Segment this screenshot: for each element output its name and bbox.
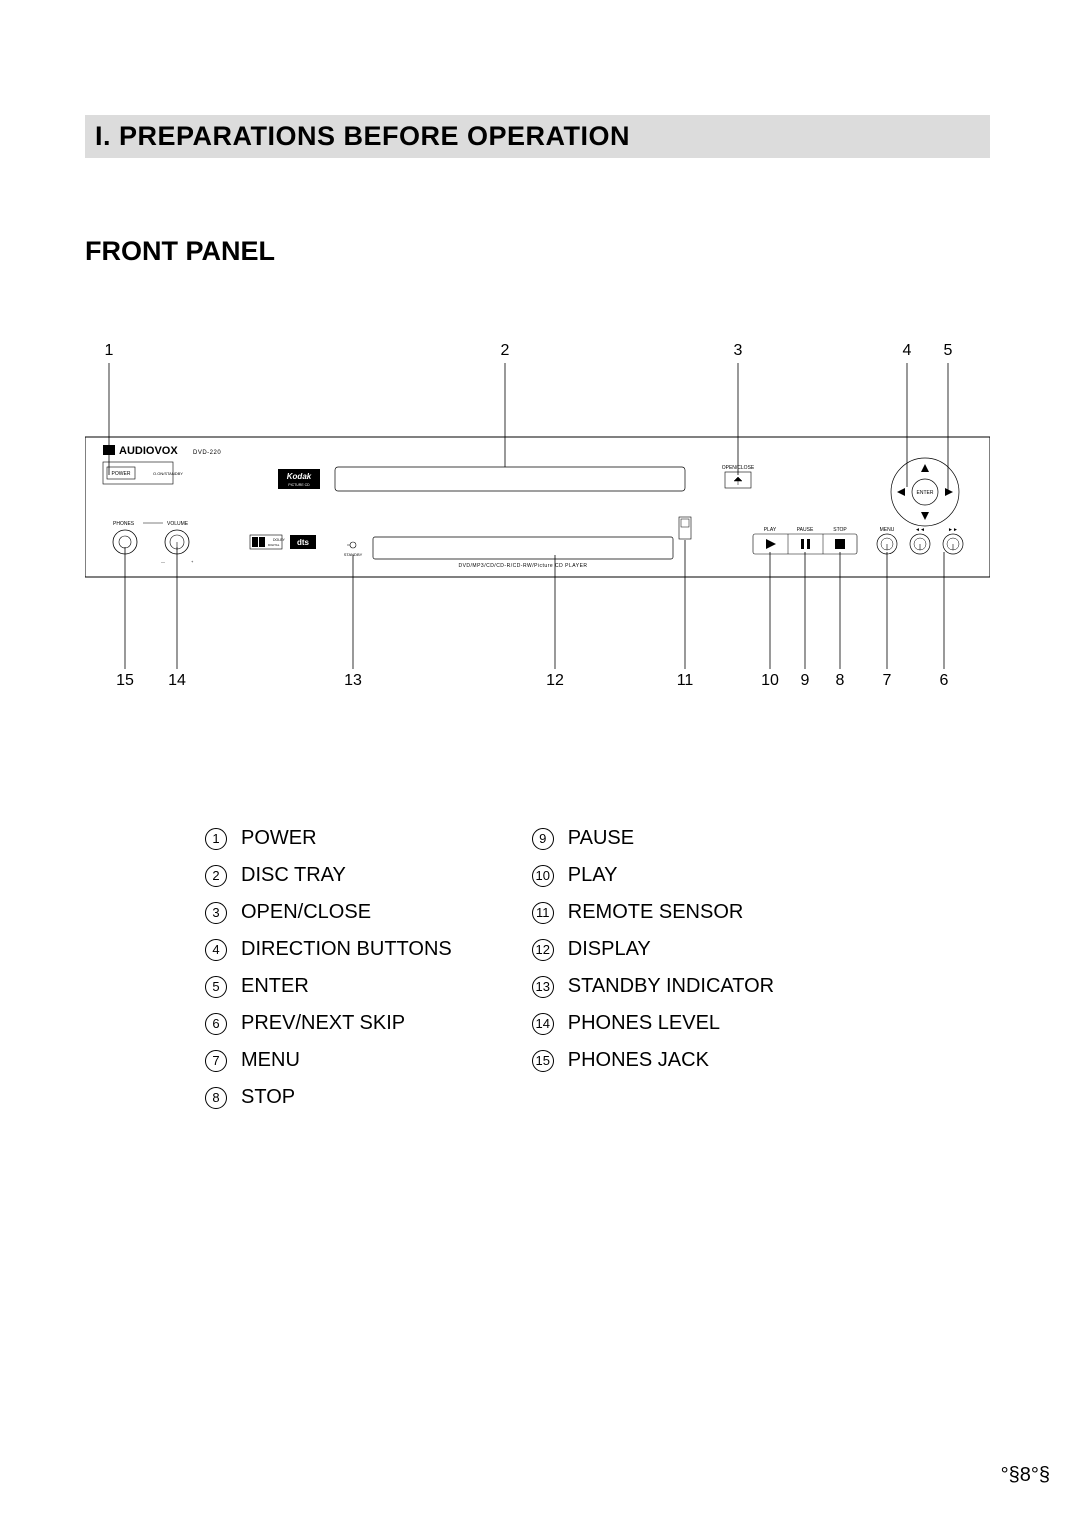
legend-item: 13 STANDBY INDICATOR (532, 975, 774, 998)
svg-text:DIGITAL: DIGITAL (268, 543, 280, 547)
svg-text:dts: dts (297, 538, 310, 547)
legend-column-right: 9 PAUSE 10 PLAY 11 REMOTE SENSOR 12 DISPLAY 13 ST… (532, 827, 774, 1109)
legend-item: 14 PHONES LEVEL (532, 1012, 774, 1035)
svg-text:2: 2 (501, 342, 510, 359)
legend-label: POWER (241, 827, 317, 850)
legend-item: 5 ENTER (205, 975, 452, 998)
legend-label: PLAY (568, 864, 618, 887)
legend-label: REMOTE SENSOR (568, 901, 744, 924)
legend-item: 7 MENU (205, 1049, 452, 1072)
page-number: °§8°§ (1001, 1464, 1050, 1487)
legend-label: DISC TRAY (241, 864, 346, 887)
legend-item: 1 POWER (205, 827, 452, 850)
svg-text:◄◄: ◄◄ (915, 527, 925, 533)
legend-item: 10 PLAY (532, 864, 774, 887)
svg-text:STANDBY: STANDBY (344, 552, 363, 557)
svg-text:3: 3 (734, 342, 743, 359)
svg-text:MENU: MENU (880, 527, 895, 533)
legend-number: 6 (205, 1013, 227, 1035)
svg-text:O.ON/STANDBY: O.ON/STANDBY (153, 471, 183, 476)
legend-item: 4 DIRECTION BUTTONS (205, 938, 452, 961)
legend-label: MENU (241, 1049, 300, 1072)
svg-text:POWER: POWER (112, 471, 131, 477)
svg-text:PAUSE: PAUSE (797, 527, 814, 533)
legend-item: 3 OPEN/CLOSE (205, 901, 452, 924)
legend-number: 13 (532, 976, 554, 998)
legend-number: 10 (532, 865, 554, 887)
legend-number: 8 (205, 1087, 227, 1109)
legend-item: 11 REMOTE SENSOR (532, 901, 774, 924)
subtitle: FRONT PANEL (85, 236, 990, 267)
svg-text:AUDIOVOX: AUDIOVOX (119, 445, 178, 457)
svg-text:STOP: STOP (833, 527, 847, 533)
svg-text:DVD/MP3/CD/CD-R/CD-RW/Picture: DVD/MP3/CD/CD-R/CD-RW/Picture CD PLAYER (458, 563, 587, 569)
legend-item: 15 PHONES JACK (532, 1049, 774, 1072)
legend-label: ENTER (241, 975, 309, 998)
legend-number: 7 (205, 1050, 227, 1072)
svg-text:11: 11 (677, 672, 694, 689)
legend-number: 9 (532, 828, 554, 850)
svg-text:13: 13 (344, 672, 362, 689)
legend-number: 12 (532, 939, 554, 961)
svg-text:PICTURE CD: PICTURE CD (288, 483, 310, 487)
svg-text:DOLBY: DOLBY (273, 538, 286, 542)
svg-text:PHONES: PHONES (113, 521, 135, 527)
svg-text:►►: ►► (948, 527, 958, 533)
svg-text:ENTER: ENTER (917, 490, 934, 496)
svg-text:PLAY: PLAY (764, 527, 777, 533)
legend-label: OPEN/CLOSE (241, 901, 371, 924)
legend-number: 2 (205, 865, 227, 887)
svg-text:15: 15 (116, 672, 134, 689)
svg-text:12: 12 (546, 672, 564, 689)
svg-text:DVD-220: DVD-220 (193, 450, 221, 456)
svg-text:—: — (161, 559, 165, 564)
svg-text:VOLUME: VOLUME (167, 521, 189, 527)
svg-text:6: 6 (940, 672, 949, 689)
svg-text:1: 1 (105, 342, 114, 359)
svg-text:14: 14 (168, 672, 186, 689)
legend-label: DISPLAY (568, 938, 651, 961)
legend-item: 2 DISC TRAY (205, 864, 452, 887)
svg-text:4: 4 (903, 342, 912, 359)
legend-label: PHONES LEVEL (568, 1012, 720, 1035)
front-panel-diagram: 123451514131211109876AUDIOVOXDVD-220POWE… (85, 337, 990, 697)
svg-text:7: 7 (883, 672, 892, 689)
legend-item: 9 PAUSE (532, 827, 774, 850)
svg-text:8: 8 (836, 672, 845, 689)
legend-number: 14 (532, 1013, 554, 1035)
legend-column-left: 1 POWER 2 DISC TRAY 3 OPEN/CLOSE 4 DIRECTION BU… (205, 827, 452, 1109)
legend-label: PREV/NEXT SKIP (241, 1012, 405, 1035)
svg-text:9: 9 (801, 672, 810, 689)
legend-number: 15 (532, 1050, 554, 1072)
legend-item: 12 DISPLAY (532, 938, 774, 961)
section-title: I. PREPARATIONS BEFORE OPERATION (85, 115, 990, 158)
legend-label: DIRECTION BUTTONS (241, 938, 452, 961)
legend-number: 4 (205, 939, 227, 961)
legend-number: 5 (205, 976, 227, 998)
legend-label: STANDBY INDICATOR (568, 975, 774, 998)
legend-label: PAUSE (568, 827, 634, 850)
legend-label: PHONES JACK (568, 1049, 709, 1072)
legend-item: 6 PREV/NEXT SKIP (205, 1012, 452, 1035)
legend-number: 1 (205, 828, 227, 850)
legend-item: 8 STOP (205, 1086, 452, 1109)
svg-text:5: 5 (944, 342, 953, 359)
svg-text:Kodak: Kodak (287, 472, 312, 481)
legend: 1 POWER 2 DISC TRAY 3 OPEN/CLOSE 4 DIRECTION BU… (205, 827, 990, 1109)
legend-number: 11 (532, 902, 554, 924)
legend-label: STOP (241, 1086, 295, 1109)
svg-text:OPEN/CLOSE: OPEN/CLOSE (722, 465, 755, 471)
svg-text:10: 10 (761, 672, 779, 689)
legend-number: 3 (205, 902, 227, 924)
